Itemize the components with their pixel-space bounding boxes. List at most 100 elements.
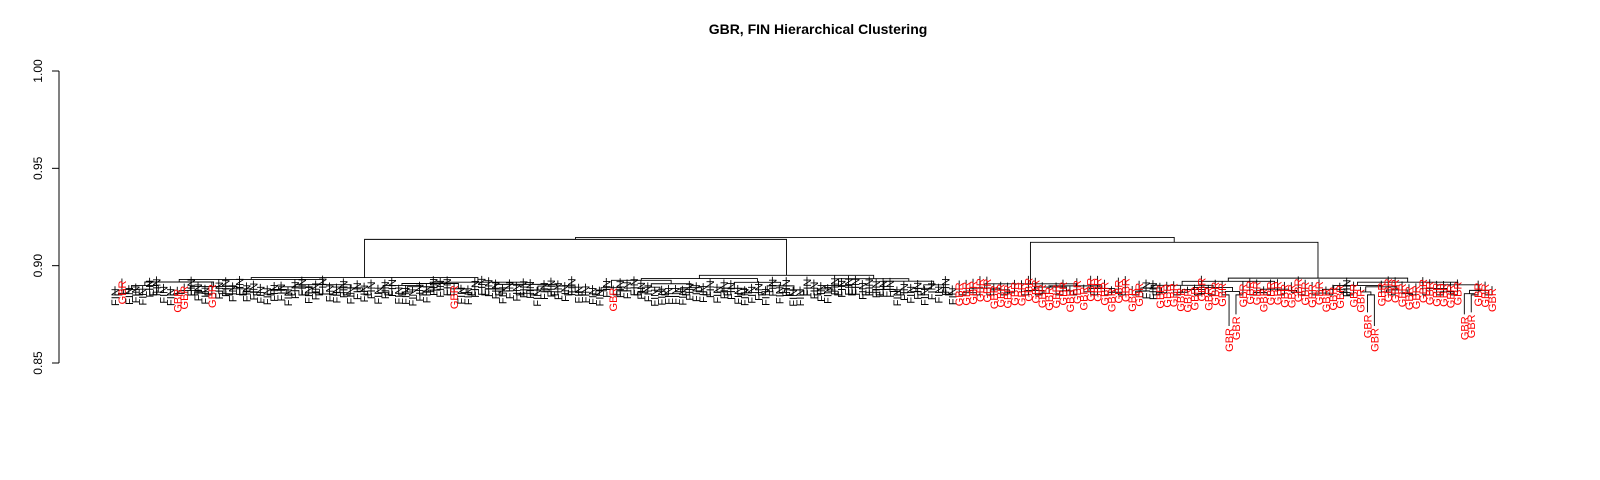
dendrogram-link-111 [865, 291, 881, 295]
leaf-label-27: FIN [297, 279, 309, 297]
leaf-label-55: FIN [491, 282, 503, 300]
dendrogram-link-62 [519, 292, 535, 295]
leaf-label-147: GBR [1127, 288, 1139, 312]
dendrogram-link-45 [406, 286, 435, 292]
leaf-label-154: GBR [1176, 288, 1188, 312]
dendrogram-link-66 [550, 277, 559, 296]
dendrogram-link-64 [529, 279, 538, 296]
leaf-label-6: FIN [152, 278, 164, 296]
leaf-label-150: FIN [1148, 282, 1160, 300]
dendrogram-link-7 [118, 285, 130, 295]
leaf-label-167: GBR [1266, 281, 1278, 305]
leaf-label-8: FIN [165, 288, 177, 306]
dendrogram-link-167 [1249, 278, 1258, 296]
dendrogram-link-9 [135, 283, 144, 296]
dendrogram-link-80 [636, 282, 649, 295]
y-tick-label-2: 0.95 [31, 156, 45, 180]
leaf-label-48: FIN [442, 278, 454, 296]
dendrogram-link-11 [149, 276, 157, 296]
leaf-label-180: GBR [1356, 289, 1368, 313]
leaf-label-170: GBR [1286, 284, 1298, 308]
dendrogram-link-13 [178, 290, 202, 294]
dendrogram-link-187 [1401, 281, 1413, 295]
leaf-label-104: FIN [830, 277, 842, 295]
leaf-label-109: FIN [864, 278, 876, 296]
dendrogram-link-5 [130, 285, 159, 293]
leaf-label-142: GBR [1093, 278, 1105, 302]
leaf-label-47: FIN [435, 280, 447, 298]
leaf-label-1: GBR [117, 280, 129, 304]
leaf-label-177: GBR [1335, 285, 1347, 309]
dendrogram-link-180 [1346, 277, 1355, 296]
leaf-label-78: FIN [650, 289, 662, 307]
leaf-label-40: FIN [387, 279, 399, 297]
leaf-label-129: GBR [1003, 285, 1015, 309]
leaf-label-33: FIN [338, 280, 350, 298]
leaf-label-190: GBR [1425, 281, 1437, 305]
dendrogram-link-39 [363, 279, 372, 296]
dendrogram-link-150 [1140, 287, 1163, 293]
leaf-label-160: GBR [1217, 283, 1229, 307]
leaf-label-191: GBR [1432, 283, 1444, 307]
dendrogram-link-6 [123, 289, 140, 295]
dendrogram-link-110 [872, 289, 896, 293]
dendrogram-link-41 [401, 283, 459, 289]
leaf-label-10: GBR [179, 286, 191, 310]
leaf-label-72: GBR [608, 288, 620, 312]
dendrogram-link-15 [169, 286, 178, 296]
leaf-label-100: FIN [802, 279, 814, 297]
leaf-label-80: FIN [664, 287, 676, 305]
leaf-label-162: GBR [1231, 316, 1243, 340]
leaf-label-22: FIN [262, 287, 274, 305]
dendrogram-link-155 [1193, 286, 1233, 292]
leaf-label-37: FIN [366, 281, 378, 299]
leaf-label-153: GBR [1169, 283, 1181, 307]
leaf-label-97: FIN [781, 279, 793, 297]
leaf-label-174: GBR [1314, 281, 1326, 305]
leaf-label-101: FIN [809, 281, 821, 299]
leaf-label-46: FIN [428, 278, 440, 296]
dendrogram-link-12 [189, 285, 238, 291]
dendrogram-link-37 [342, 278, 351, 296]
leaf-label-17: FIN [228, 284, 240, 302]
leaf-label-16: FIN [221, 279, 233, 297]
dendrogram-link-94 [737, 284, 746, 296]
leaf-label-42: FIN [401, 287, 413, 305]
leaf-label-28: FIN [304, 286, 316, 304]
leaf-label-138: GBR [1065, 289, 1077, 313]
dendrogram-link-186 [1387, 276, 1396, 296]
leaf-label-77: FIN [643, 284, 655, 302]
dendrogram-link-138 [1059, 290, 1074, 295]
dendrogram-link-96 [761, 276, 773, 295]
dendrogram-link-195 [1469, 289, 1489, 295]
dendrogram-link-144 [1107, 291, 1123, 295]
dendrogram-link-99 [778, 284, 791, 295]
dendrogram-link-133 [1033, 286, 1067, 291]
dendrogram-link-3 [178, 278, 324, 285]
leaf-label-45: FIN [421, 285, 433, 303]
leaf-label-181: GBR [1362, 314, 1374, 338]
leaf-label-145: GBR [1113, 280, 1125, 304]
leaf-label-53: FIN [477, 278, 489, 296]
dendrogram-link-52 [446, 276, 455, 296]
dendrogram-link-136 [1038, 284, 1050, 295]
leaf-label-60: FIN [525, 281, 537, 299]
leaf-label-94: FIN [760, 288, 772, 306]
leaf-label-83: FIN [684, 283, 696, 301]
dendrogram-links [114, 236, 1493, 327]
leaf-label-5: FIN [145, 280, 157, 298]
dendrogram-link-23 [239, 275, 247, 296]
y-axis: 0.85 0.90 0.95 1.00 [31, 59, 60, 375]
dendrogram-link-130 [1003, 279, 1015, 295]
leaf-label-161: GBR [1224, 328, 1236, 352]
dendrogram-link-152 [1131, 280, 1140, 296]
dendrogram-link-129 [986, 276, 995, 296]
dendrogram-link-154 [1152, 280, 1161, 296]
dendrogram-link-95 [766, 285, 795, 292]
leaf-label-29: FIN [311, 282, 323, 300]
dendrogram-link-101 [799, 276, 808, 296]
dendrogram-link-164 [1235, 281, 1244, 315]
leaf-label-172: GBR [1300, 282, 1312, 306]
leaf-label-32: FIN [331, 286, 343, 304]
leaf-label-127: GBR [989, 285, 1001, 309]
